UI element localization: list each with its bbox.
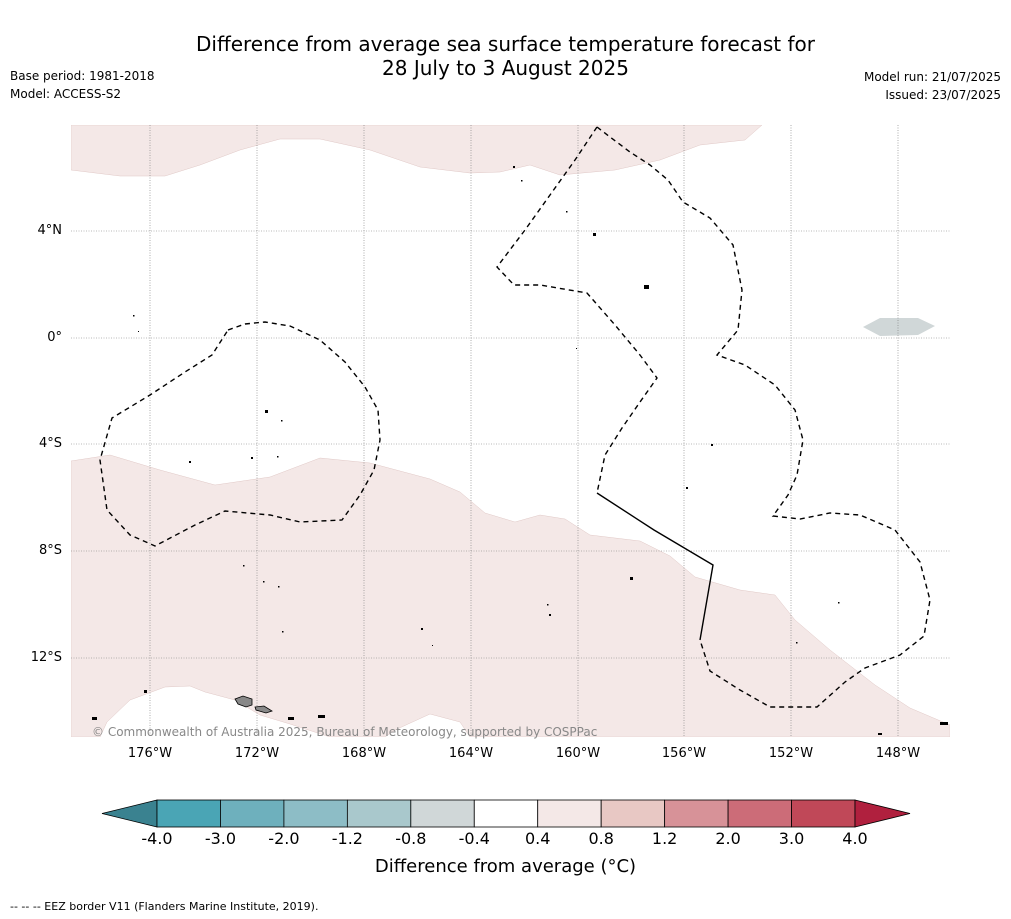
colorbar-bin-9 (727, 799, 792, 828)
map-plot-area (71, 125, 950, 737)
warm-anomaly-south (71, 454, 950, 737)
lon-label-168w: 168°W (341, 746, 387, 761)
eez-borders (99, 126, 931, 708)
colorbar-tick-label: 0.8 (588, 829, 614, 848)
issued-date: Issued: 23/07/2025 (885, 88, 1001, 102)
colorbar-tick-label: -0.4 (458, 829, 490, 848)
lon-label-148w: 148°W (875, 746, 921, 761)
warm-anomaly-north (71, 125, 763, 177)
lon-label-160w: 160°W (555, 746, 601, 761)
colorbar-over-arrow (854, 799, 911, 828)
colorbar-tick-label: 3.0 (778, 829, 805, 848)
eez-footnote: -- -- -- EEZ border V11 (Flanders Marine… (10, 900, 319, 913)
colorbar-tick-label: -0.8 (395, 829, 427, 848)
colorbar-bin-2 (283, 799, 348, 828)
island-savaii (234, 695, 253, 708)
colorbar-bin-0 (156, 799, 221, 828)
colorbar-tick-label: 2.0 (715, 829, 741, 848)
colorbar-bin-3 (346, 799, 412, 828)
lat-label-4n: 4°N (37, 223, 63, 238)
eez-border-kiribati-phoenix (99, 321, 381, 547)
lat-label-12s: 12°S (30, 650, 62, 665)
eez-border-line-islands (596, 126, 931, 708)
colorbar-tick-label: -1.2 (331, 829, 363, 848)
lon-label-172w: 172°W (234, 746, 280, 761)
colorbar-bin-6 (537, 799, 602, 828)
eez-border-solid (596, 492, 714, 641)
lat-label-8s: 8°S (38, 543, 62, 558)
colorbar-tick-label: 4.0 (842, 829, 868, 848)
map-title: Difference from average sea surface temp… (0, 32, 1011, 80)
eez-border-line-islands-west (496, 126, 658, 494)
lon-label-164w: 164°W (448, 746, 494, 761)
colorbar-bin-8 (664, 799, 729, 828)
model-name: Model: ACCESS-S2 (10, 87, 122, 101)
colorbar-tick-label: -2.0 (268, 829, 300, 848)
meta-left: Base period: 1981-2018 Model: ACCESS-S2 (10, 67, 155, 103)
colorbar-under-arrow (101, 799, 158, 828)
lat-label-4s: 4°S (38, 436, 62, 451)
title-line-1: Difference from average sea surface temp… (195, 32, 815, 56)
colorbar-bin-5 (473, 799, 539, 828)
colorbar-tick-label: 0.4 (524, 829, 551, 848)
model-run: Model run: 21/07/2025 (863, 70, 1001, 84)
island-upolu (254, 705, 273, 714)
lon-label-156w: 156°W (661, 746, 707, 761)
title-line-2: 28 July to 3 August 2025 (382, 56, 629, 80)
colorbar-bin-1 (220, 799, 285, 828)
cool-anomaly-patch (863, 318, 935, 336)
islands (92, 166, 948, 735)
colorbar-title: Difference from average (°C) (374, 856, 637, 877)
graticule (71, 125, 950, 737)
colorbar-bin-7 (600, 799, 666, 828)
colorbar-tick-label: -4.0 (141, 829, 173, 848)
copyright-notice: © Commonwealth of Australia 2025, Bureau… (92, 725, 598, 739)
lat-label-0: 0° (47, 330, 62, 345)
lon-label-176w: 176°W (127, 746, 173, 761)
lon-label-152w: 152°W (768, 746, 814, 761)
colorbar (101, 799, 911, 828)
colorbar-bin-4 (410, 799, 475, 828)
meta-right: Model run: 21/07/2025 Issued: 23/07/2025 (864, 68, 1001, 104)
base-period: Base period: 1981-2018 (10, 69, 155, 83)
colorbar-tick-label: 1.2 (651, 829, 678, 848)
colorbar-tick-label: -3.0 (204, 829, 237, 848)
colorbar-bin-10 (791, 799, 856, 828)
